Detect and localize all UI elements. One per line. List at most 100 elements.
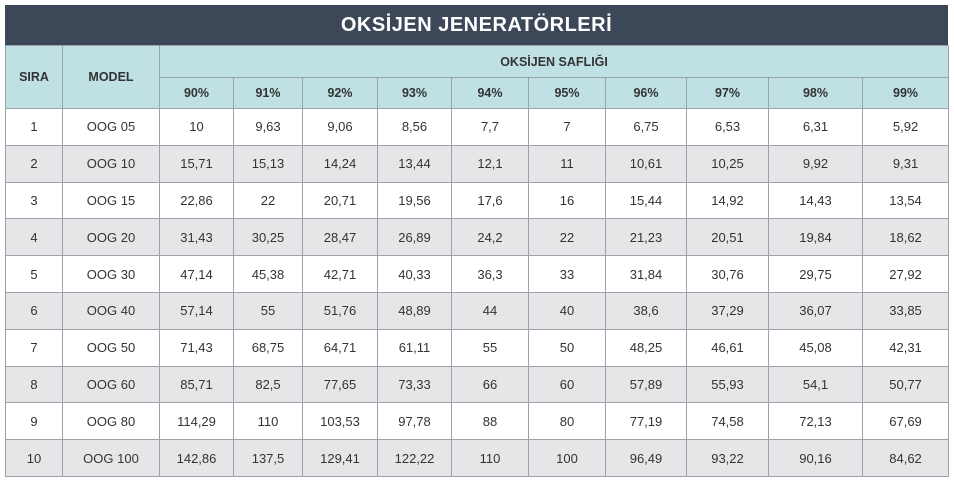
table-row: 4 OOG 20 31,43 30,25 28,47 26,89 24,2 22 21,23 20… <box>5 218 950 257</box>
value-cell: 47,14 <box>159 255 234 293</box>
row-index: 8 <box>5 365 63 404</box>
value-cell: 110 <box>233 402 303 441</box>
column-header: 98% <box>768 77 863 109</box>
table-head: SIRA MODEL OKSİJEN SAFLIĞI 90% 91% 92% 93% 9… <box>5 45 950 109</box>
model-cell: OOG 50 <box>62 328 160 367</box>
value-cell: 44 <box>451 291 529 330</box>
value-cell: 6,31 <box>768 108 863 146</box>
value-cell: 40 <box>528 291 606 330</box>
row-index: 5 <box>5 255 63 293</box>
value-cell: 122,22 <box>377 439 452 477</box>
value-cell: 40,33 <box>377 255 452 293</box>
value-cell: 29,75 <box>768 255 863 293</box>
value-cell: 9,92 <box>768 144 863 183</box>
header-cell: SIRA <box>5 45 63 109</box>
value-cell: 50 <box>528 328 606 367</box>
value-cell: 103,53 <box>302 402 378 441</box>
column-header: 94% <box>451 77 529 109</box>
value-cell: 77,65 <box>302 365 378 404</box>
model-cell: OOG 30 <box>62 255 160 293</box>
value-cell: 15,13 <box>233 144 303 183</box>
column-header: 99% <box>861 77 950 109</box>
table-row: 6 OOG 40 57,14 55 51,76 48,89 44 40 38,6 37,29 36,… <box>5 291 950 330</box>
value-cell: 82,5 <box>233 365 303 404</box>
table-title: OKSİJEN JENERATÖRLERİ <box>5 5 948 45</box>
header-row: 90% 91% 92% 93% 94% 95% 96% 97% 98% 99% <box>6 77 950 109</box>
value-cell: 9,31 <box>861 144 950 183</box>
value-cell: 45,08 <box>768 328 863 367</box>
table-row: 3 OOG 15 22,86 22 20,71 19,56 17,6 16 15,44 14,92… <box>5 181 950 220</box>
value-cell: 26,89 <box>377 218 452 257</box>
value-cell: 31,43 <box>159 218 234 257</box>
value-cell: 54,1 <box>768 365 863 404</box>
row-index: 4 <box>5 218 63 257</box>
value-cell: 11 <box>528 144 606 183</box>
value-cell: 142,86 <box>159 439 234 477</box>
value-cell: 31,84 <box>605 255 687 293</box>
value-cell: 68,75 <box>233 328 303 367</box>
value-cell: 67,69 <box>861 402 950 441</box>
value-cell: 84,62 <box>861 439 950 477</box>
value-cell: 37,29 <box>686 291 769 330</box>
value-cell: 96,49 <box>605 439 687 477</box>
value-cell: 10,25 <box>686 144 769 183</box>
column-header: 93% <box>377 77 452 109</box>
value-cell: 71,43 <box>159 328 234 367</box>
value-cell: 18,62 <box>861 218 950 257</box>
value-cell: 129,41 <box>302 439 378 477</box>
value-cell: 20,71 <box>302 181 378 220</box>
value-cell: 48,25 <box>605 328 687 367</box>
value-cell: 27,92 <box>861 255 950 293</box>
value-cell: 33 <box>528 255 606 293</box>
value-cell: 22 <box>528 218 606 257</box>
value-cell: 9,06 <box>302 108 378 146</box>
column-header: 95% <box>528 77 606 109</box>
model-cell: OOG 05 <box>62 108 160 146</box>
value-cell: 6,75 <box>605 108 687 146</box>
value-cell: 64,71 <box>302 328 378 367</box>
value-cell: 7 <box>528 108 606 146</box>
column-header: 91% <box>233 77 303 109</box>
value-cell: 48,89 <box>377 291 452 330</box>
value-cell: 66 <box>451 365 529 404</box>
model-cell: OOG 10 <box>62 144 160 183</box>
value-cell: 97,78 <box>377 402 452 441</box>
value-cell: 6,53 <box>686 108 769 146</box>
value-cell: 17,6 <box>451 181 529 220</box>
column-header: 97% <box>686 77 769 109</box>
value-cell: 20,51 <box>686 218 769 257</box>
value-cell: 12,1 <box>451 144 529 183</box>
row-index: 3 <box>5 181 63 220</box>
column-header: 96% <box>605 77 687 109</box>
value-cell: 46,61 <box>686 328 769 367</box>
value-cell: 110 <box>451 439 529 477</box>
value-cell: 90,16 <box>768 439 863 477</box>
value-cell: 8,56 <box>377 108 452 146</box>
value-cell: 51,76 <box>302 291 378 330</box>
value-cell: 85,71 <box>159 365 234 404</box>
table-row: 2 OOG 10 15,71 15,13 14,24 13,44 12,1 11 10,61 10… <box>5 144 950 183</box>
row-index: 9 <box>5 402 63 441</box>
value-cell: 42,31 <box>861 328 950 367</box>
value-cell: 15,44 <box>605 181 687 220</box>
table-row: 1 OOG 05 10 9,63 9,06 8,56 7,7 7 6,75 6,53 6,31 5,9… <box>5 108 950 146</box>
table-row: 9 OOG 80 114,29 110 103,53 97,78 88 80 77,19 74,5… <box>5 402 950 441</box>
value-cell: 21,23 <box>605 218 687 257</box>
value-cell: 100 <box>528 439 606 477</box>
model-cell: OOG 100 <box>62 439 160 477</box>
value-cell: 28,47 <box>302 218 378 257</box>
row-index: 1 <box>5 108 63 146</box>
value-cell: 24,2 <box>451 218 529 257</box>
header-row: SIRA MODEL OKSİJEN SAFLIĞI <box>5 45 950 109</box>
value-cell: 33,85 <box>861 291 950 330</box>
value-cell: 22 <box>233 181 303 220</box>
model-cell: OOG 80 <box>62 402 160 441</box>
value-cell: 10 <box>159 108 234 146</box>
value-cell: 22,86 <box>159 181 234 220</box>
row-index: 7 <box>5 328 63 367</box>
value-cell: 16 <box>528 181 606 220</box>
value-cell: 57,14 <box>159 291 234 330</box>
value-cell: 19,56 <box>377 181 452 220</box>
value-cell: 55 <box>233 291 303 330</box>
